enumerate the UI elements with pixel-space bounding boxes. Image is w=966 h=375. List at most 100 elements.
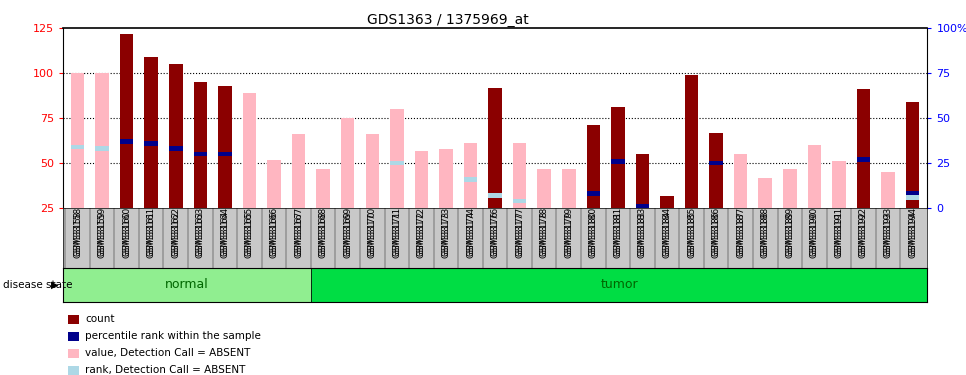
Bar <box>537 168 551 208</box>
Bar <box>562 210 576 214</box>
Bar <box>120 139 133 144</box>
Text: GSM33177: GSM33177 <box>515 211 525 258</box>
Text: value, Detection Call = ABSENT: value, Detection Call = ABSENT <box>85 348 250 358</box>
Text: GSM33193: GSM33193 <box>884 211 893 258</box>
Text: GSM33166: GSM33166 <box>270 211 278 258</box>
Bar <box>464 143 477 208</box>
Bar <box>857 157 870 162</box>
Bar <box>292 134 305 208</box>
Text: GSM33160: GSM33160 <box>122 211 131 258</box>
Bar <box>660 217 673 221</box>
Text: GSM33159: GSM33159 <box>98 211 106 258</box>
Bar <box>414 150 428 208</box>
Text: GSM33167: GSM33167 <box>294 211 303 258</box>
Text: ▶: ▶ <box>51 280 59 290</box>
Bar <box>464 177 477 182</box>
Bar <box>636 154 649 208</box>
Text: GSM33180: GSM33180 <box>589 211 598 258</box>
Bar <box>734 213 748 217</box>
Bar <box>906 102 920 208</box>
Bar <box>489 193 501 198</box>
Text: GSM33185: GSM33185 <box>687 211 696 258</box>
Text: GSM33161: GSM33161 <box>147 211 156 258</box>
Bar <box>268 159 281 208</box>
Text: GSM33170: GSM33170 <box>368 211 377 258</box>
Text: GSM33162: GSM33162 <box>171 211 181 258</box>
Text: GSM33173: GSM33173 <box>441 211 450 258</box>
Text: rank, Detection Call = ABSENT: rank, Detection Call = ABSENT <box>85 365 245 375</box>
Bar <box>685 75 698 208</box>
Bar <box>808 145 821 208</box>
Text: GSM33165: GSM33165 <box>245 211 254 258</box>
Text: GSM33184: GSM33184 <box>663 211 671 258</box>
Text: GSM33158: GSM33158 <box>73 211 82 258</box>
Text: GDS1363 / 1375969_at: GDS1363 / 1375969_at <box>367 13 528 27</box>
Bar <box>218 152 232 156</box>
Bar <box>832 161 845 208</box>
Text: GSM33172: GSM33172 <box>417 211 426 258</box>
Bar <box>63 268 311 302</box>
Bar <box>218 86 232 208</box>
Text: GSM33188: GSM33188 <box>761 211 770 258</box>
Bar <box>758 177 772 208</box>
Bar <box>562 168 576 208</box>
Bar <box>169 147 183 151</box>
Text: GSM33189: GSM33189 <box>785 211 794 258</box>
Bar <box>709 132 723 208</box>
Text: GSM33181: GSM33181 <box>613 211 622 258</box>
Bar <box>242 93 256 208</box>
Bar <box>881 211 895 216</box>
Text: disease state: disease state <box>3 280 72 290</box>
Bar <box>734 154 748 208</box>
Bar <box>783 168 797 208</box>
Text: GSM33190: GSM33190 <box>810 211 819 258</box>
Text: GSM33178: GSM33178 <box>540 211 549 258</box>
Bar <box>71 73 84 208</box>
Text: tumor: tumor <box>600 279 638 291</box>
Bar <box>906 192 920 196</box>
Bar <box>489 87 501 208</box>
Text: GSM33168: GSM33168 <box>319 211 327 258</box>
Bar <box>832 213 845 217</box>
Bar <box>169 64 183 208</box>
Text: GSM33174: GSM33174 <box>466 211 475 258</box>
Bar <box>808 213 821 217</box>
Bar <box>611 107 625 208</box>
Text: GSM33179: GSM33179 <box>564 211 573 258</box>
Bar <box>611 159 625 164</box>
Bar <box>636 204 649 209</box>
Text: normal: normal <box>165 279 209 291</box>
Bar <box>783 213 797 217</box>
Text: GSM33187: GSM33187 <box>736 211 745 258</box>
Text: GSM33191: GSM33191 <box>835 211 843 258</box>
Bar <box>193 82 207 208</box>
Bar <box>660 195 673 208</box>
Bar <box>193 152 207 156</box>
Bar <box>390 109 404 208</box>
Bar <box>390 161 404 165</box>
Text: GSM33163: GSM33163 <box>196 211 205 258</box>
Bar <box>906 195 920 200</box>
Bar <box>317 168 330 208</box>
Text: GSM33176: GSM33176 <box>491 211 499 258</box>
Bar <box>857 89 870 208</box>
Bar <box>586 125 600 208</box>
Text: GSM33183: GSM33183 <box>638 211 647 258</box>
Bar <box>341 118 355 208</box>
Text: GSM33169: GSM33169 <box>343 211 353 258</box>
Bar <box>440 149 453 208</box>
Text: percentile rank within the sample: percentile rank within the sample <box>85 332 261 341</box>
Bar <box>709 161 723 165</box>
Bar <box>365 134 379 208</box>
Bar <box>145 141 158 146</box>
Bar <box>71 145 84 149</box>
Bar <box>311 268 927 302</box>
Bar <box>96 73 109 208</box>
Bar <box>513 199 526 203</box>
Bar <box>513 143 526 208</box>
Bar <box>120 33 133 208</box>
Bar <box>881 172 895 208</box>
Text: GSM33194: GSM33194 <box>908 211 917 258</box>
Bar <box>660 215 673 219</box>
Text: count: count <box>85 315 115 324</box>
